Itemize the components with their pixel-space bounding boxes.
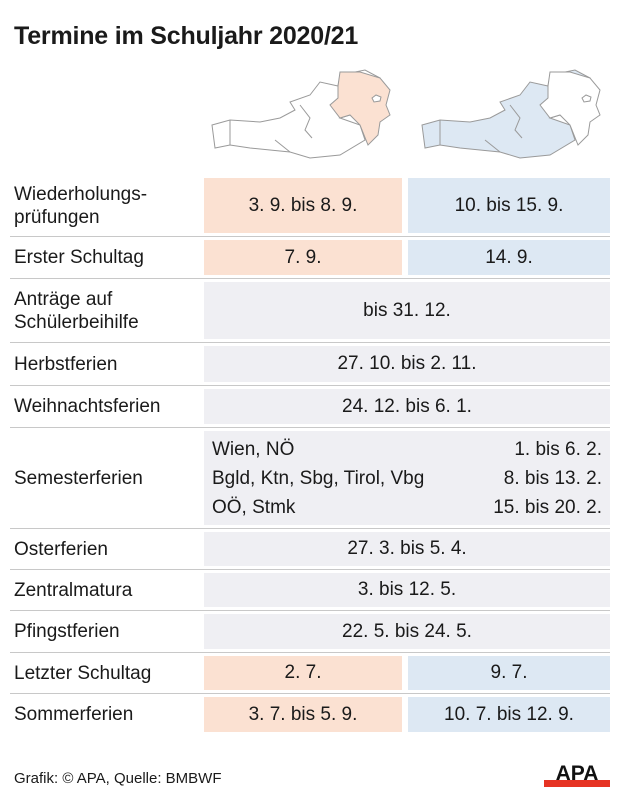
apa-logo: APA (544, 763, 610, 787)
row-label: Wiederholungs- prüfungen (14, 175, 204, 236)
row-label: Sommerferien (14, 694, 204, 735)
row-label-text: Letzter Schultag (14, 662, 152, 684)
cell-group1: 3. 9. bis 8. 9. (204, 178, 402, 233)
table-row: Anträge auf Schülerbeihilfe bis 31. 12. (10, 279, 610, 343)
map-group2 (421, 69, 601, 159)
row-label-text: Sommerferien (14, 704, 134, 725)
row-label-text: Zentralmatura (14, 579, 133, 601)
row-label-text: Weihnachtsferien (14, 396, 161, 417)
row-label: Erster Schultag (14, 237, 204, 278)
cell-group2: 9. 7. (408, 656, 610, 690)
table-row: Letzter Schultag 2. 7. 9. 7. (10, 653, 610, 694)
cell-group2: 10. bis 15. 9. (408, 178, 610, 233)
row-label: Zentralmatura (14, 570, 204, 610)
cell-all-states: 3. bis 12. 5. (204, 573, 610, 607)
table-row: Zentralmatura 3. bis 12. 5. (10, 570, 610, 611)
row-label-text: Wiederholungs- prüfungen (14, 183, 148, 228)
cell-all-states: bis 31. 12. (204, 282, 610, 339)
cell-all-states: 24. 12. bis 6. 1. (204, 389, 610, 424)
table-row: Herbstferien 27. 10. bis 2. 11. (10, 343, 610, 386)
states: OÖ, Stmk (212, 496, 296, 518)
table-row: Semesterferien Wien, NÖ 1. bis 6. 2. Bgld, … (10, 428, 610, 529)
table-row: Osterferien 27. 3. bis 5. 4. (10, 529, 610, 570)
svg-text:APA: APA (556, 763, 599, 785)
row-label: Herbstferien (14, 343, 204, 385)
dates: 1. bis 6. 2. (514, 438, 602, 460)
cell-all-states: 22. 5. bis 24. 5. (204, 614, 610, 649)
cell-group2: 10. 7. bis 12. 9. (408, 697, 610, 732)
row-label-text: Semesterferien (14, 467, 143, 489)
table-row: Erster Schultag 7. 9. 14. 9. (10, 237, 610, 279)
cell-group2: 14. 9. (408, 240, 610, 275)
source-credit: Grafik: © APA, Quelle: BMBWF (14, 770, 222, 787)
row-label: Weihnachtsferien (14, 386, 204, 427)
states: Wien, NÖ (212, 438, 295, 460)
table-row: Weihnachtsferien 24. 12. bis 6. 1. (10, 386, 610, 428)
cell-group1: 2. 7. (204, 656, 402, 690)
row-label: Pfingstferien (14, 611, 204, 652)
row-label-text: Pfingstferien (14, 621, 120, 642)
row-label: Osterferien (14, 529, 204, 569)
semester-entry: Bgld, Ktn, Sbg, Tirol, Vbg 8. bis 13. 2. (212, 464, 602, 493)
row-label-text: Herbstferien (14, 353, 118, 375)
row-label: Letzter Schultag (14, 653, 204, 693)
map-group1 (211, 69, 391, 159)
row-label: Anträge auf Schülerbeihilfe (14, 279, 204, 342)
semester-entry: OÖ, Stmk 15. bis 20. 2. (212, 493, 602, 522)
semester-entry: Wien, NÖ 1. bis 6. 2. (212, 435, 602, 464)
row-label-text: Erster Schultag (14, 247, 144, 268)
cell-all-states: 27. 3. bis 5. 4. (204, 532, 610, 566)
cell-all-states: 27. 10. bis 2. 11. (204, 346, 610, 382)
dates: 8. bis 13. 2. (503, 467, 602, 489)
austria-maps (211, 69, 601, 159)
dates: 15. bis 20. 2. (493, 496, 602, 518)
table-row: Pfingstferien 22. 5. bis 24. 5. (10, 611, 610, 653)
row-label: Semesterferien (14, 428, 204, 528)
row-label-text: Osterferien (14, 538, 108, 560)
cell-group1: 7. 9. (204, 240, 402, 275)
cell-all-states: Wien, NÖ 1. bis 6. 2. Bgld, Ktn, Sbg, Tiro… (204, 431, 610, 525)
cell-group1: 3. 7. bis 5. 9. (204, 697, 402, 732)
row-label-text: Anträge auf Schülerbeihilfe (14, 288, 139, 333)
page-title: Termine im Schuljahr 2020/21 (14, 22, 359, 50)
states: Bgld, Ktn, Sbg, Tirol, Vbg (212, 467, 425, 489)
table-row: Wiederholungs- prüfungen 3. 9. bis 8. 9. 1… (10, 175, 610, 237)
table-row: Sommerferien 3. 7. bis 5. 9. 10. 7. bis 12… (10, 694, 610, 735)
